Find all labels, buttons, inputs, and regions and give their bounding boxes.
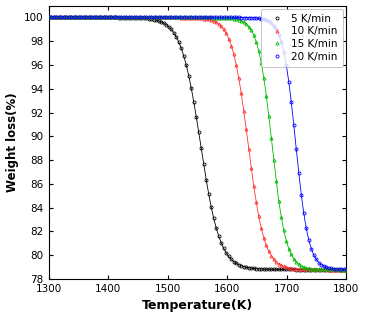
20 K/min [109,16,114,19]
15 K/min [334,267,338,271]
15 K/min [251,33,256,37]
Legend: 5 K/min, 10 K/min, 15 K/min, 20 K/min: 5 K/min, 10 K/min, 15 K/min, 20 K/min [261,9,343,67]
5 K/min [344,268,349,272]
5 K/min [281,267,286,271]
10 K/min [344,268,349,272]
5 K/min [46,16,51,19]
5 K/min [334,268,338,272]
Line: 15 K/min: 15 K/min [47,16,348,271]
20 K/min [212,16,216,19]
20 K/min [126,16,131,19]
15 K/min [46,16,51,19]
15 K/min [281,228,286,232]
10 K/min [281,265,286,268]
10 K/min [334,268,338,272]
15 K/min [109,16,114,19]
Line: 20 K/min: 20 K/min [47,16,348,271]
5 K/min [126,16,131,19]
15 K/min [212,16,216,19]
10 K/min [109,16,114,19]
10 K/min [126,16,131,19]
20 K/min [281,50,286,54]
20 K/min [251,16,256,20]
20 K/min [334,267,338,271]
20 K/min [46,16,51,19]
5 K/min [109,16,114,19]
15 K/min [126,16,131,19]
X-axis label: Temperature(K): Temperature(K) [142,300,253,313]
Y-axis label: Weight loss(%): Weight loss(%) [5,93,19,192]
20 K/min [344,267,349,271]
10 K/min [251,184,256,188]
Line: 10 K/min: 10 K/min [47,16,348,271]
10 K/min [212,19,216,23]
5 K/min [251,266,256,270]
5 K/min [212,216,216,220]
15 K/min [344,268,349,272]
Line: 5 K/min: 5 K/min [47,16,348,271]
10 K/min [46,16,51,19]
